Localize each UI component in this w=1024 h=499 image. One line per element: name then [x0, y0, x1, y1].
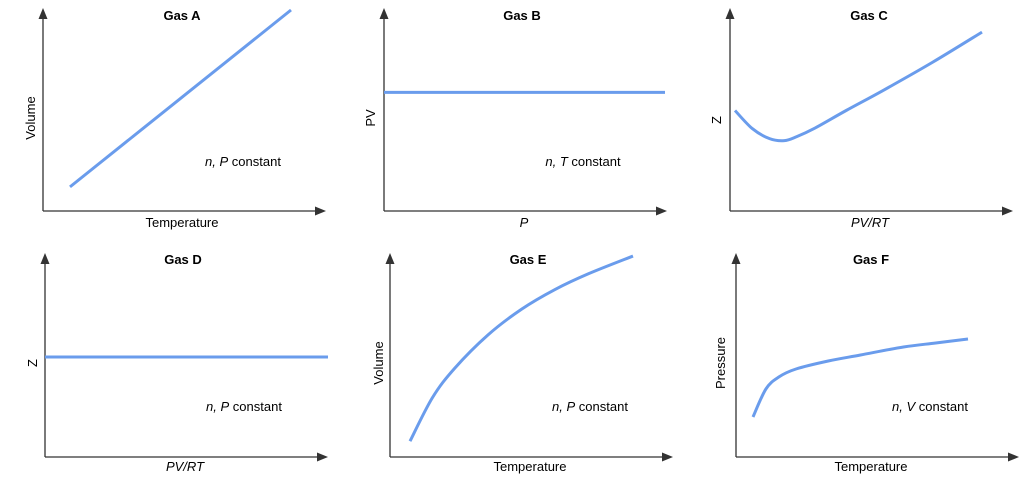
panel-title: Gas C: [850, 8, 888, 23]
y-axis-label: Volume: [23, 96, 38, 139]
x-axis-label: Temperature: [835, 459, 908, 474]
y-axis-arrow-icon: [731, 253, 741, 264]
series-line: [408, 254, 634, 442]
y-axis-label: Z: [25, 359, 40, 367]
panel-gas-c: Gas C PV/RT Z: [709, 8, 1013, 230]
y-axis-arrow-icon: [379, 8, 389, 19]
panel-title: Gas B: [503, 8, 541, 23]
x-axis-arrow-icon: [1008, 452, 1019, 462]
y-axis-label: PV: [363, 109, 378, 127]
condition-annotation: n, V constant: [892, 399, 968, 414]
panel-title: Gas E: [510, 252, 547, 267]
annotation-variables: n, V: [892, 399, 916, 414]
condition-annotation: n, P constant: [206, 399, 282, 414]
condition-annotation: n, P constant: [552, 399, 628, 414]
y-axis-arrow-icon: [385, 253, 395, 264]
y-axis-arrow-icon: [40, 253, 50, 264]
x-axis-label: PV/RT: [851, 215, 890, 230]
annotation-text: constant: [229, 399, 282, 414]
annotation-text: constant: [228, 154, 281, 169]
y-axis-label: Z: [709, 116, 724, 124]
x-axis-arrow-icon: [317, 452, 328, 462]
panel-title: Gas D: [164, 252, 202, 267]
annotation-variables: n, T: [545, 154, 568, 169]
annotation-variables: n, P: [206, 399, 229, 414]
x-axis-arrow-icon: [1002, 206, 1013, 216]
panel-gas-e: Gas E Temperature Volume n, P constant: [371, 252, 673, 474]
series-line: [69, 8, 292, 189]
x-axis-label: PV/RT: [166, 459, 205, 474]
annotation-text: constant: [915, 399, 968, 414]
y-axis-label: Pressure: [713, 337, 728, 389]
annotation-text: constant: [568, 154, 621, 169]
series-line: [751, 337, 969, 418]
panel-gas-f: Gas F Temperature Pressure n, V constant: [713, 252, 1019, 474]
panel-gas-d: Gas D PV/RT Zn, P constant: [25, 252, 328, 474]
y-axis-arrow-icon: [38, 8, 48, 19]
condition-annotation: n, P constant: [205, 154, 281, 169]
panel-gas-b: Gas B P PV n, T constant: [363, 8, 667, 230]
panel-title: Gas A: [163, 8, 201, 23]
annotation-text: constant: [575, 399, 628, 414]
panel-title: Gas F: [853, 252, 889, 267]
x-axis-arrow-icon: [662, 452, 673, 462]
x-axis-arrow-icon: [315, 206, 326, 216]
y-axis-arrow-icon: [725, 8, 735, 19]
panel-gas-a: Gas A Temperature Volume n, P constant: [23, 8, 326, 230]
condition-annotation: n, T constant: [545, 154, 621, 169]
series-line: [733, 30, 983, 143]
x-axis-label: Temperature: [494, 459, 567, 474]
x-axis-label: Temperature: [146, 215, 219, 230]
annotation-variables: n, P: [205, 154, 228, 169]
x-axis-label: P: [520, 215, 529, 230]
y-axis-label: Volume: [371, 341, 386, 384]
x-axis-arrow-icon: [656, 206, 667, 216]
annotation-variables: n, P: [552, 399, 575, 414]
